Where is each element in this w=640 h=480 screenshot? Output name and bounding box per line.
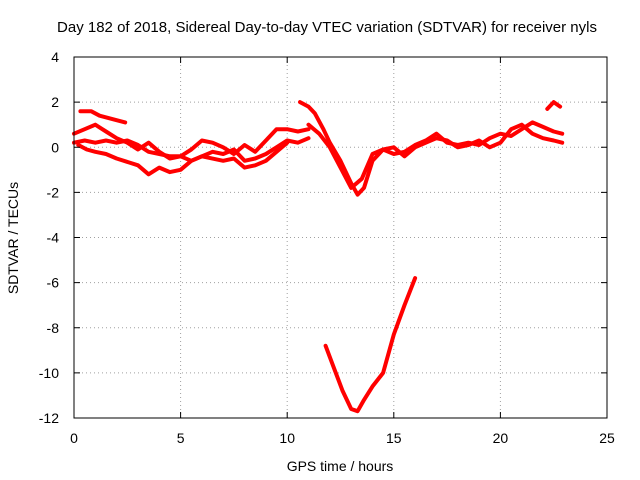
series-track-a	[72, 122, 311, 161]
series-track-c	[76, 140, 290, 177]
series-track-upper	[78, 109, 128, 125]
series-track-f	[545, 100, 563, 111]
axis-ticks: 0 5 10 15 20 25 -12 -10 -8 -6 -4 -2 0 2 4	[39, 49, 615, 446]
y-tick-label: 0	[51, 139, 59, 155]
y-tick-label: 2	[51, 94, 59, 110]
x-tick-label: 25	[599, 430, 615, 446]
series-track-e	[306, 122, 565, 190]
chart-title: Day 182 of 2018, Sidereal Day-to-day VTE…	[57, 19, 597, 36]
series-track-d	[298, 100, 565, 197]
plot-frame	[73, 56, 608, 419]
x-tick-label: 20	[493, 430, 509, 446]
x-tick-label: 15	[386, 430, 402, 446]
y-tick-label: 4	[51, 49, 59, 65]
x-tick-label: 5	[177, 430, 185, 446]
x-axis-label: GPS time / hours	[287, 458, 394, 474]
y-axis-label: SDTVAR / TECUs	[5, 182, 21, 294]
x-tick-label: 0	[70, 430, 78, 446]
x-tick-label: 10	[279, 430, 295, 446]
y-tick-label: -6	[47, 275, 60, 291]
y-tick-label: -10	[39, 365, 59, 381]
data-series	[72, 100, 565, 414]
y-tick-label: -2	[47, 184, 60, 200]
grid	[74, 57, 607, 418]
y-tick-label: -12	[39, 410, 59, 426]
series-track-dip	[323, 276, 418, 414]
y-tick-label: -8	[47, 320, 60, 336]
y-tick-label: -4	[47, 230, 60, 246]
